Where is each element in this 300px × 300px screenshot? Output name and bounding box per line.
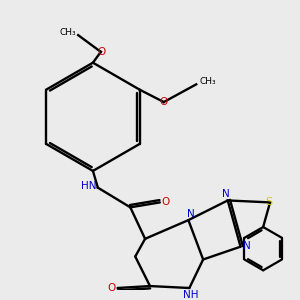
Text: N: N [222,189,230,199]
Text: O: O [107,283,116,293]
Text: CH₃: CH₃ [199,77,216,86]
Text: HN: HN [81,181,97,191]
Text: S: S [265,196,272,206]
Text: O: O [160,97,168,107]
Text: CH₃: CH₃ [59,28,76,37]
Text: NH: NH [183,290,199,300]
Text: N: N [243,241,251,251]
Text: O: O [161,197,169,207]
Text: O: O [97,47,106,57]
Text: N: N [188,208,195,219]
